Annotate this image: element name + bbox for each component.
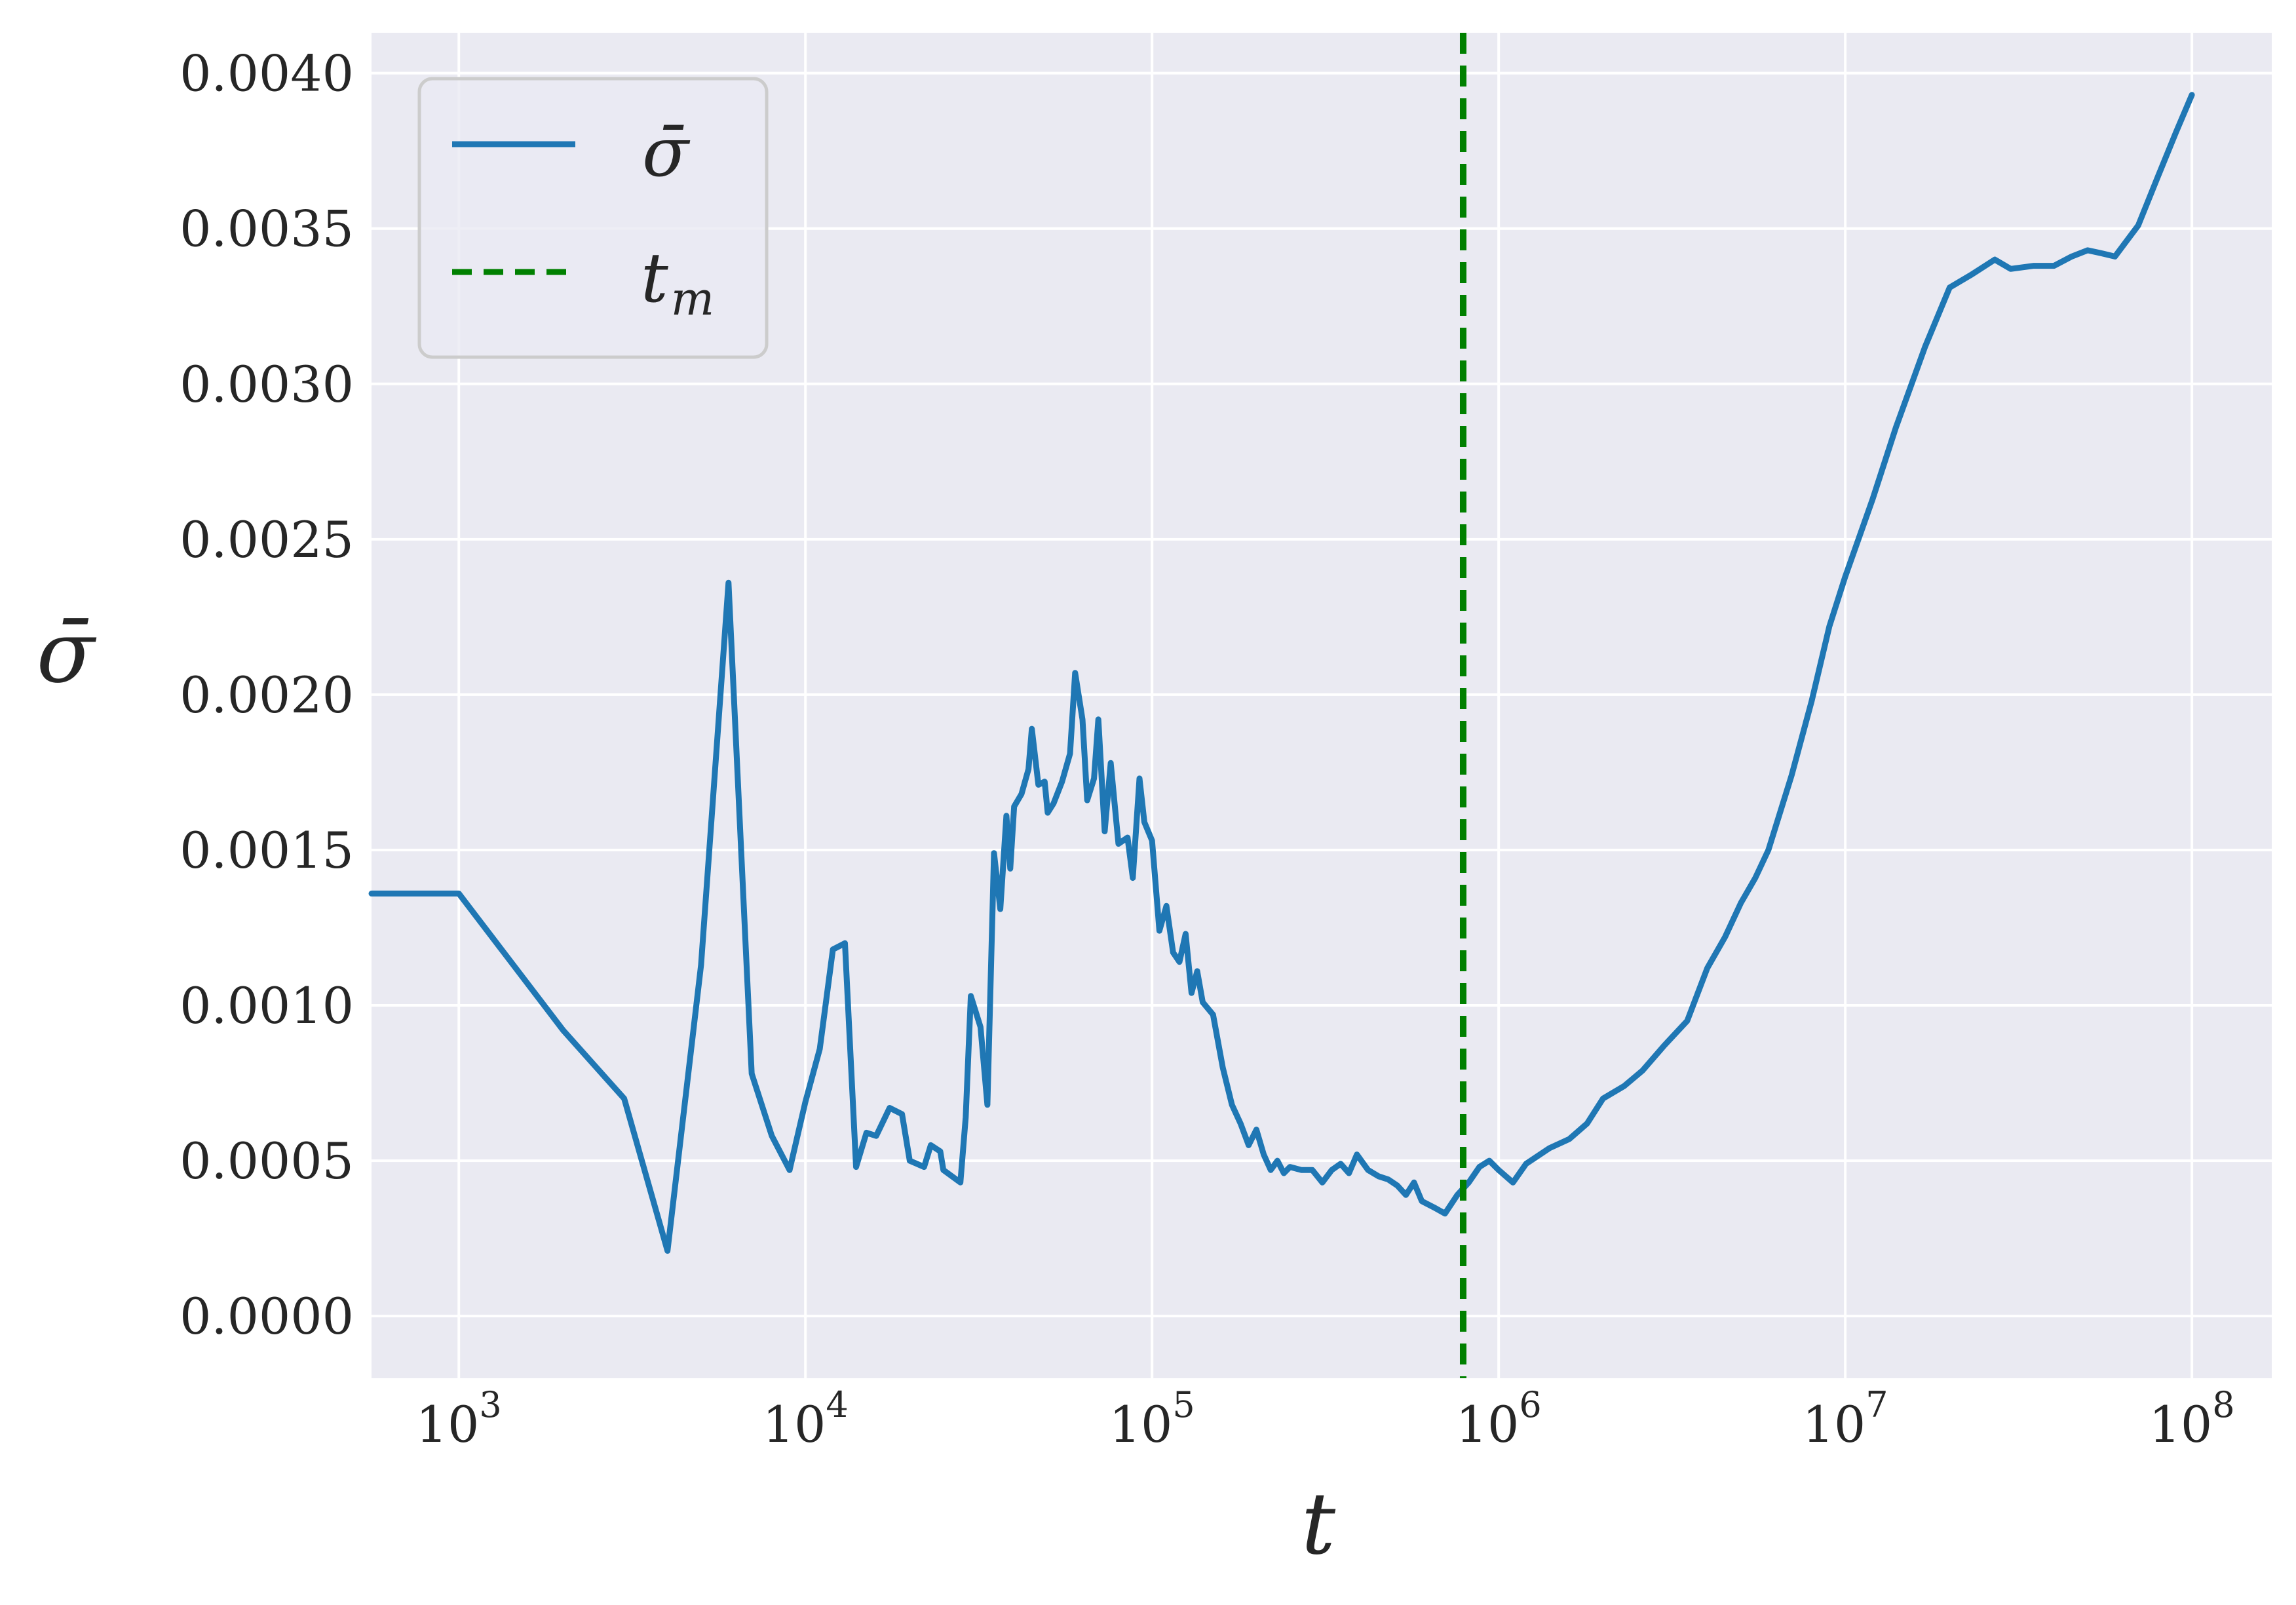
series-layer <box>368 33 2195 1378</box>
x-tick-labels: 103 104 105 106 107 108 <box>416 1384 2235 1454</box>
y-tick-label-3: 0.0015 <box>180 821 354 880</box>
x-tick-label-1: 104 <box>763 1384 849 1454</box>
legend-label-tm-sub: m <box>671 272 714 326</box>
x-axis-title: t <box>1301 1474 1336 1574</box>
y-tick-label-2: 0.0010 <box>180 977 354 1035</box>
y-tick-label-7: 0.0035 <box>180 200 354 258</box>
y-tick-label-8: 0.0040 <box>180 45 354 103</box>
x-tick-base-2: 10 <box>1109 1395 1173 1454</box>
x-tick-label-2: 105 <box>1109 1384 1195 1454</box>
x-tick-label-0: 103 <box>416 1384 502 1454</box>
y-tick-label-5: 0.0025 <box>180 511 354 569</box>
y-tick-label-0: 0.0000 <box>180 1287 354 1345</box>
x-tick-base-0: 10 <box>416 1395 480 1454</box>
x-tick-exp-1: 4 <box>826 1384 848 1425</box>
x-tick-exp-0: 3 <box>479 1384 501 1425</box>
x-tick-label-4: 107 <box>1803 1384 1888 1454</box>
y-tick-label-4: 0.0020 <box>180 666 354 724</box>
y-tick-label-1: 0.0005 <box>180 1132 354 1190</box>
legend: σ̄ tm <box>417 77 769 359</box>
x-tick-label-5: 108 <box>2149 1384 2235 1454</box>
legend-label-tm: tm <box>641 238 714 326</box>
x-tick-base-4: 10 <box>1803 1395 1866 1454</box>
y-axis-title: σ̄ <box>37 602 97 702</box>
x-tick-exp-3: 6 <box>1519 1384 1541 1425</box>
x-tick-exp-4: 7 <box>1866 1384 1888 1425</box>
x-tick-label-3: 106 <box>1456 1384 1542 1454</box>
legend-label-tm-main: t <box>641 238 668 318</box>
x-tick-exp-2: 5 <box>1172 1384 1195 1425</box>
legend-label-sigma: σ̄ <box>642 112 691 192</box>
y-tick-labels: 0.0000 0.0005 0.0010 0.0015 0.0020 0.0025 0.00… <box>180 45 354 1346</box>
x-tick-base-3: 10 <box>1456 1395 1520 1454</box>
series-line-sigma <box>368 92 2195 1254</box>
x-tick-base-1: 10 <box>763 1395 826 1454</box>
y-tick-label-6: 0.0030 <box>180 355 354 414</box>
x-tick-base-5: 10 <box>2149 1395 2213 1454</box>
x-tick-exp-5: 8 <box>2212 1384 2234 1425</box>
legend-box <box>417 77 769 359</box>
